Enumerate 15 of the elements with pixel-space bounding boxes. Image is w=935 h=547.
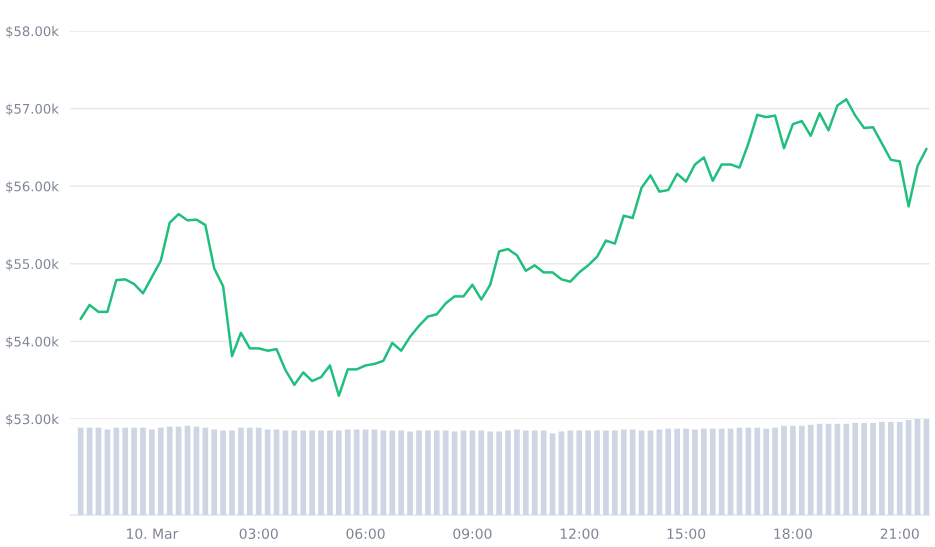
x-tick-label: 03:00	[240, 528, 278, 539]
x-tick-label: 06:00	[346, 528, 385, 539]
x-tick-label: 21:00	[880, 528, 919, 539]
x-tick-label: 15:00	[668, 528, 706, 539]
x-tick-label: 18:00	[774, 528, 812, 539]
y-tick-label: $54.00k	[6, 336, 59, 348]
line-series	[79, 98, 928, 397]
x-tick-label: 10. Mar	[127, 528, 178, 539]
x-tick-label: 12:00	[560, 528, 598, 539]
y-tick-label: $53.00k	[6, 414, 59, 426]
y-tick-label: $57.00k	[6, 104, 59, 116]
y-tick-label: $56.00k	[6, 181, 59, 194]
y-tick-label: $55.00k	[6, 258, 59, 271]
x-tick-label: 09:00	[453, 528, 492, 539]
y-tick-label: $58.00k	[6, 26, 59, 38]
